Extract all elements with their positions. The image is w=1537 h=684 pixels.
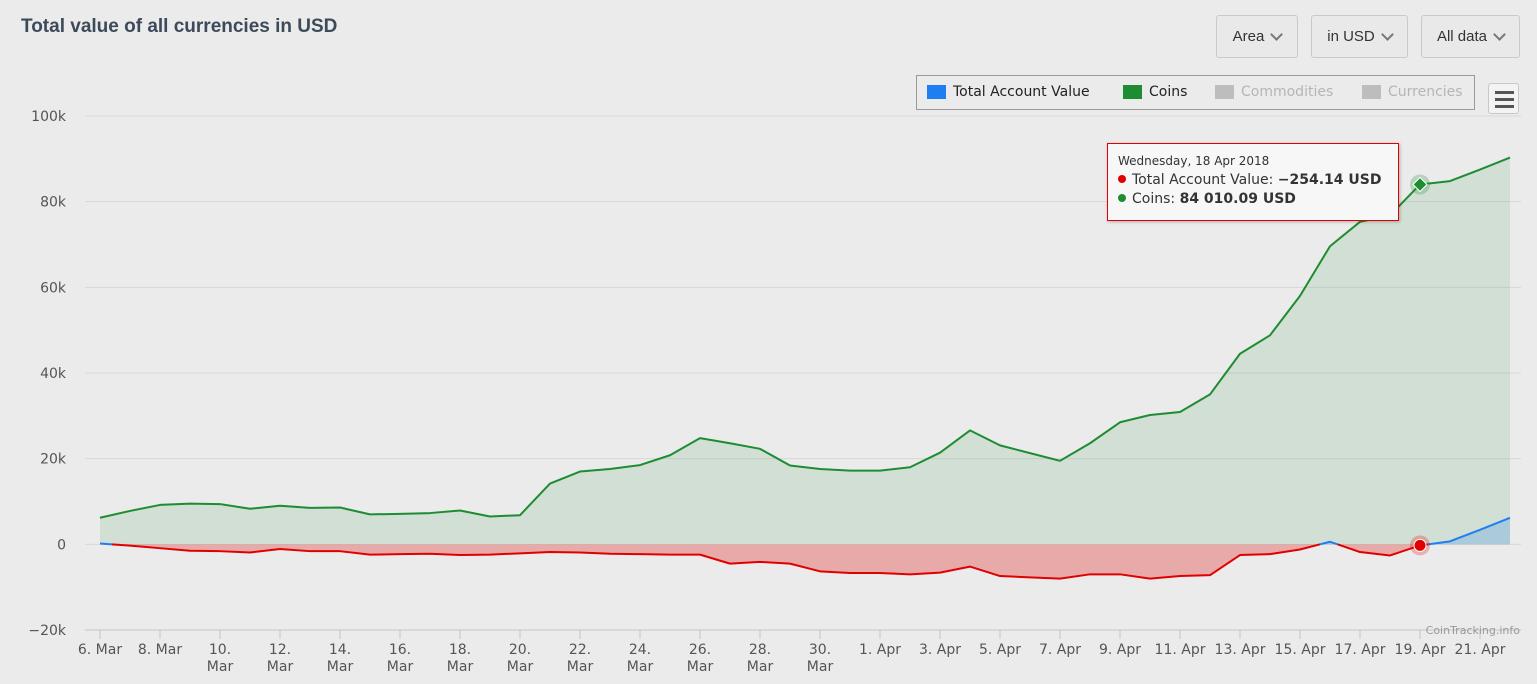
chart-tooltip: Wednesday, 18 Apr 2018 Total Account Val…: [1107, 143, 1399, 221]
x-tick-label: 28.: [749, 642, 771, 658]
y-tick-label: 20k: [40, 452, 67, 468]
chart-type-value: Area: [1232, 28, 1265, 45]
x-tick-label: 14.: [329, 642, 351, 658]
x-tick-label: Mar: [807, 659, 834, 675]
x-tick-label: 1. Apr: [859, 642, 901, 658]
green-dot-icon: [1118, 194, 1126, 202]
legend-item-commodities[interactable]: Commodities: [1215, 84, 1333, 100]
tooltip-value: 84 010.09 USD: [1179, 191, 1296, 207]
x-tick-label: Mar: [387, 659, 414, 675]
y-tick-label: 100k: [31, 109, 67, 125]
red-dot-icon: [1118, 175, 1126, 183]
legend-swatch-commodities: [1215, 85, 1234, 99]
x-tick-label: 16.: [389, 642, 411, 658]
x-tick-label: 6. Mar: [78, 642, 122, 658]
x-tick-label: 5. Apr: [979, 642, 1021, 658]
x-tick-label: Mar: [627, 659, 654, 675]
x-tick-label: 17. Apr: [1335, 642, 1386, 658]
page-title: Total value of all currencies in USD: [21, 16, 338, 37]
legend-item-currencies[interactable]: Currencies: [1362, 84, 1463, 100]
x-tick-label: 12.: [269, 642, 291, 658]
y-tick-label: 60k: [40, 280, 67, 296]
range-value: All data: [1436, 28, 1488, 45]
coins-hover-marker: [1412, 176, 1428, 193]
x-tick-label: Mar: [327, 659, 354, 675]
total-value-negative-area: [112, 544, 1320, 579]
total-value-positive-line: [1427, 516, 1511, 546]
x-tick-label: 9. Apr: [1099, 642, 1141, 658]
legend-item-total-account-value[interactable]: Total Account Value: [927, 84, 1090, 100]
total-value-negative-line: [111, 543, 1321, 580]
legend-item-coins[interactable]: Coins: [1123, 84, 1187, 100]
total-value-hover-marker: [1413, 538, 1427, 552]
y-tick-label: 80k: [40, 195, 67, 211]
tooltip-label: Coins:: [1132, 191, 1180, 207]
legend-swatch-currencies: [1362, 85, 1381, 99]
x-tick-label: Mar: [207, 659, 234, 675]
x-tick-label: 19. Apr: [1395, 642, 1446, 658]
legend-label: Currencies: [1388, 84, 1463, 100]
x-tick-label: 22.: [569, 642, 591, 658]
hamburger-icon: [1495, 91, 1514, 94]
x-tick-label: 11. Apr: [1155, 642, 1206, 658]
x-tick-label: 24.: [629, 642, 651, 658]
x-tick-label: 13. Apr: [1215, 642, 1266, 658]
total-value-positive-line: [99, 542, 113, 546]
credits-link[interactable]: CoinTracking.info: [1425, 624, 1520, 637]
total-value-positive-area: [1427, 517, 1510, 545]
x-tick-label: 7. Apr: [1039, 642, 1081, 658]
x-tick-label: Mar: [567, 659, 594, 675]
coins-line: [99, 156, 1511, 519]
x-tick-label: 18.: [449, 642, 471, 658]
y-tick-label: 0: [57, 537, 66, 553]
x-tick-label: Mar: [687, 659, 714, 675]
x-tick-label: 15. Apr: [1275, 642, 1326, 658]
tooltip-row-coins: Coins: 84 010.09 USD: [1118, 190, 1388, 209]
x-tick-label: Mar: [507, 659, 534, 675]
tooltip-date: Wednesday, 18 Apr 2018: [1118, 154, 1270, 168]
x-tick-label: 3. Apr: [919, 642, 961, 658]
legend-swatch-coins: [1123, 85, 1142, 99]
chart-legend: Total Account Value Coins Commodities Cu…: [916, 75, 1475, 110]
legend-label: Total Account Value: [953, 84, 1090, 100]
chart-menu-button[interactable]: [1488, 83, 1519, 114]
x-tick-label: 8. Mar: [138, 642, 182, 658]
x-tick-label: 10.: [209, 642, 231, 658]
coins-area: [100, 157, 1510, 545]
currency-dropdown[interactable]: in USD: [1311, 15, 1408, 58]
tooltip-label: Total Account Value:: [1132, 172, 1278, 188]
x-tick-label: 26.: [689, 642, 711, 658]
x-tick-label: Mar: [447, 659, 474, 675]
total-value-positive-line: [1319, 540, 1338, 546]
x-tick-label: Mar: [267, 659, 294, 675]
hamburger-icon: [1495, 98, 1514, 101]
range-dropdown[interactable]: All data: [1421, 15, 1520, 58]
chart-type-dropdown[interactable]: Area: [1216, 15, 1298, 58]
x-tick-label: 30.: [809, 642, 831, 658]
y-tick-label: 40k: [40, 366, 67, 382]
hamburger-icon: [1495, 105, 1514, 108]
currency-value: in USD: [1327, 28, 1375, 45]
tooltip-row-total: Total Account Value: −254.14 USD: [1118, 171, 1388, 190]
x-tick-label: 21. Apr: [1455, 642, 1506, 658]
x-tick-label: 20.: [509, 642, 531, 658]
x-tick-label: Mar: [747, 659, 774, 675]
tooltip-value: −254.14 USD: [1277, 172, 1382, 188]
legend-swatch-total: [927, 85, 946, 99]
y-tick-label: −20k: [28, 623, 67, 639]
legend-label: Coins: [1149, 84, 1188, 100]
legend-label: Commodities: [1241, 84, 1334, 100]
total-value-negative-area: [1337, 544, 1428, 556]
